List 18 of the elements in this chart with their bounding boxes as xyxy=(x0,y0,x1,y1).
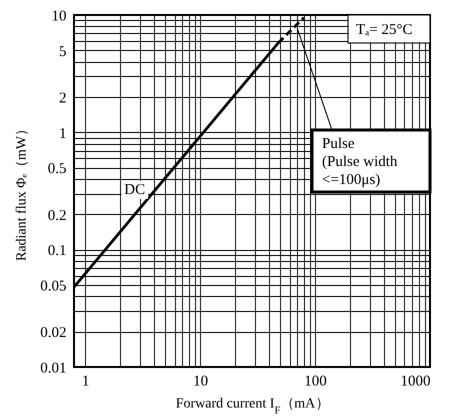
y-tick-label: 10 xyxy=(52,8,66,24)
x-tick-label: 1000 xyxy=(400,374,430,390)
x-tick-label: 100 xyxy=(304,374,327,390)
y-tick-label: 0.2 xyxy=(48,208,66,224)
y-tick-label: 0.01 xyxy=(40,360,66,376)
y-tick-label: 1 xyxy=(59,126,66,142)
x-tick-label: 1 xyxy=(82,374,90,390)
y-tick-label: 0.05 xyxy=(40,278,66,294)
annotation: Tₐ= 25°C xyxy=(356,22,412,38)
y-tick-label: 0.5 xyxy=(48,161,66,178)
y-tick-label: 0.02 xyxy=(40,325,66,342)
y-axis-title: Radiant flux Φₑ（mW） xyxy=(14,122,30,262)
annotation: Pulse (Pulse width <=100μs) xyxy=(322,136,398,188)
y-tick-label: 2 xyxy=(59,90,66,107)
annotation: DC xyxy=(124,182,146,198)
x-tick-label: 10 xyxy=(193,374,208,390)
y-tick-label: 0.1 xyxy=(48,243,66,260)
x-axis-title: Forward current I$_{F}$（mA） xyxy=(176,396,330,416)
